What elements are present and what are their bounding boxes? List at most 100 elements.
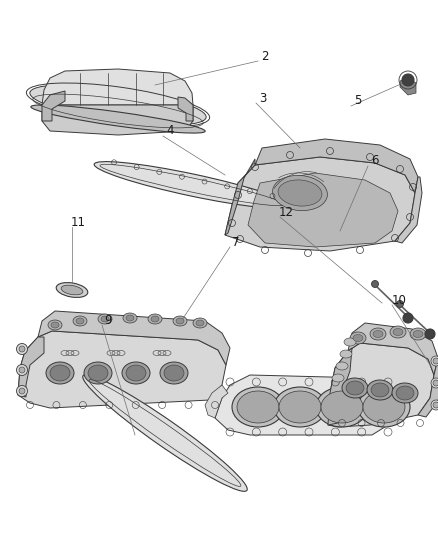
- Ellipse shape: [340, 350, 352, 358]
- Ellipse shape: [370, 328, 386, 340]
- Ellipse shape: [316, 387, 368, 427]
- Ellipse shape: [173, 316, 187, 326]
- Ellipse shape: [413, 330, 423, 337]
- Polygon shape: [328, 343, 434, 427]
- Circle shape: [403, 313, 413, 323]
- Polygon shape: [42, 91, 65, 121]
- Ellipse shape: [358, 387, 410, 427]
- Polygon shape: [178, 97, 193, 121]
- Text: 12: 12: [279, 206, 293, 220]
- Text: 7: 7: [232, 237, 240, 249]
- Ellipse shape: [363, 391, 405, 423]
- Circle shape: [425, 329, 435, 339]
- Polygon shape: [225, 159, 255, 235]
- Ellipse shape: [160, 362, 188, 384]
- Ellipse shape: [46, 362, 74, 384]
- Ellipse shape: [346, 381, 364, 395]
- Ellipse shape: [278, 180, 322, 206]
- Ellipse shape: [126, 365, 146, 381]
- Ellipse shape: [392, 383, 418, 403]
- Polygon shape: [248, 173, 398, 247]
- Circle shape: [431, 378, 438, 388]
- Polygon shape: [38, 311, 230, 365]
- Ellipse shape: [332, 374, 344, 382]
- Text: 5: 5: [354, 94, 362, 108]
- Polygon shape: [225, 157, 415, 251]
- Circle shape: [17, 343, 28, 354]
- Ellipse shape: [279, 391, 321, 423]
- Ellipse shape: [98, 314, 112, 324]
- Polygon shape: [255, 139, 418, 193]
- Circle shape: [19, 346, 25, 352]
- Circle shape: [402, 74, 414, 86]
- Text: 2: 2: [261, 51, 269, 63]
- Polygon shape: [395, 177, 422, 243]
- Ellipse shape: [367, 380, 393, 400]
- Circle shape: [17, 365, 28, 376]
- Ellipse shape: [30, 85, 206, 125]
- Ellipse shape: [48, 320, 62, 330]
- Ellipse shape: [61, 285, 83, 295]
- Ellipse shape: [73, 316, 87, 326]
- Ellipse shape: [237, 391, 279, 423]
- Ellipse shape: [336, 362, 348, 370]
- Polygon shape: [18, 331, 226, 408]
- Circle shape: [431, 356, 438, 366]
- Polygon shape: [215, 375, 395, 435]
- Ellipse shape: [353, 335, 363, 342]
- Polygon shape: [328, 348, 352, 425]
- Circle shape: [19, 388, 25, 394]
- Ellipse shape: [176, 318, 184, 324]
- Polygon shape: [400, 78, 416, 95]
- Ellipse shape: [123, 313, 137, 323]
- Ellipse shape: [396, 386, 414, 400]
- Circle shape: [371, 280, 378, 287]
- Circle shape: [17, 385, 28, 397]
- Ellipse shape: [350, 332, 366, 344]
- Ellipse shape: [56, 282, 88, 297]
- Text: 3: 3: [259, 93, 267, 106]
- Ellipse shape: [88, 365, 108, 381]
- Circle shape: [431, 400, 438, 410]
- Text: 4: 4: [166, 125, 174, 138]
- Ellipse shape: [101, 316, 109, 322]
- Ellipse shape: [342, 378, 368, 398]
- Ellipse shape: [373, 330, 383, 337]
- Ellipse shape: [94, 161, 290, 208]
- Ellipse shape: [410, 328, 426, 340]
- Ellipse shape: [84, 362, 112, 384]
- Ellipse shape: [151, 316, 159, 322]
- Polygon shape: [42, 69, 193, 105]
- Circle shape: [433, 402, 438, 408]
- Ellipse shape: [126, 315, 134, 321]
- Ellipse shape: [148, 314, 162, 324]
- Circle shape: [19, 367, 25, 373]
- Polygon shape: [348, 323, 438, 375]
- Circle shape: [433, 380, 438, 386]
- Polygon shape: [42, 105, 193, 135]
- Ellipse shape: [193, 318, 207, 328]
- Ellipse shape: [274, 387, 326, 427]
- Ellipse shape: [83, 375, 247, 491]
- Polygon shape: [18, 337, 44, 397]
- Ellipse shape: [321, 391, 363, 423]
- Ellipse shape: [164, 365, 184, 381]
- Ellipse shape: [50, 365, 70, 381]
- Ellipse shape: [344, 338, 356, 346]
- Ellipse shape: [232, 387, 284, 427]
- Polygon shape: [205, 385, 228, 418]
- Text: 10: 10: [392, 295, 406, 308]
- Text: 11: 11: [71, 216, 85, 230]
- Polygon shape: [418, 358, 438, 417]
- Ellipse shape: [51, 322, 59, 328]
- Ellipse shape: [76, 318, 84, 324]
- Ellipse shape: [122, 362, 150, 384]
- Text: 9: 9: [104, 314, 112, 327]
- Ellipse shape: [390, 326, 406, 338]
- Circle shape: [433, 358, 438, 364]
- Ellipse shape: [31, 105, 205, 133]
- Ellipse shape: [371, 383, 389, 397]
- Text: 6: 6: [371, 155, 379, 167]
- Ellipse shape: [393, 328, 403, 335]
- Ellipse shape: [196, 320, 204, 326]
